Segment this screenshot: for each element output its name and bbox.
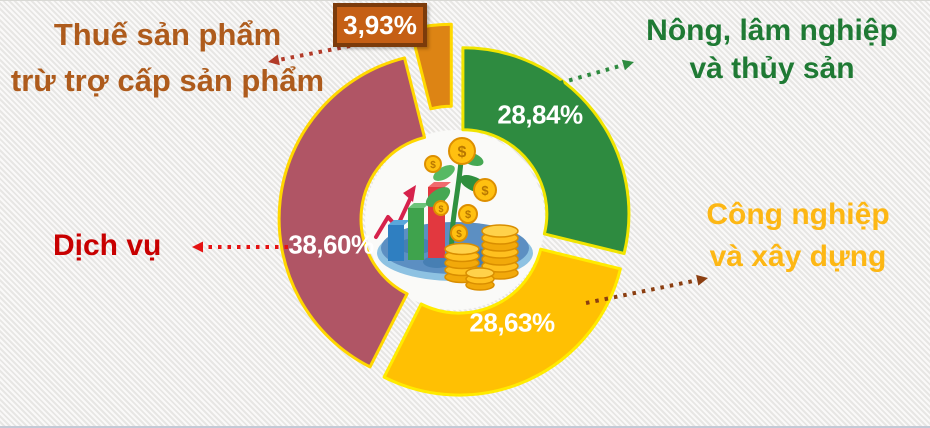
tax-sector-label-line1: Thuế sản phẩm (53, 17, 282, 52)
svg-text:$: $ (430, 160, 436, 171)
svg-text:$: $ (438, 204, 443, 214)
svg-text:$: $ (458, 144, 467, 161)
tax-sector-label: Thuế sản phẩm trừ trợ cấp sản phẩm (0, 12, 335, 104)
services-value-label: 38,60% (288, 229, 374, 260)
svg-text:$: $ (456, 229, 462, 240)
industry-sector-label-line2: và xây dựng (709, 240, 887, 273)
agriculture-value-label: 28,84% (497, 99, 583, 130)
svg-text:$: $ (465, 209, 471, 221)
industry-sector-label: Công nghiệp và xây dựng (658, 194, 930, 278)
agriculture-sector-label-line2: và thủy sản (689, 52, 855, 85)
coin-stack-icon (444, 224, 519, 291)
donut-segment-industry (382, 247, 622, 397)
services-callout-arrow (192, 241, 288, 253)
coin-icon: $ $ $ $ $ $ (424, 137, 497, 242)
tax-callout-arrow (268, 44, 351, 66)
svg-text:$: $ (481, 183, 489, 198)
donut-segment-agriculture (461, 46, 631, 255)
industry-sector-label-line1: Công nghiệp (706, 198, 890, 231)
agriculture-sector-label: Nông, lâm nghiệp và thủy sản (622, 12, 922, 88)
agriculture-sector-label-line1: Nông, lâm nghiệp (646, 14, 898, 47)
industry-value-label: 28,63% (469, 307, 555, 338)
tax-sector-label-line2: trừ trợ cấp sản phẩm (10, 63, 325, 98)
industry-callout-arrow (585, 274, 708, 305)
services-sector-label: Dịch vụ (53, 229, 162, 262)
agriculture-callout-arrow (559, 59, 634, 85)
tax-value-badge: 3,93% (333, 3, 427, 47)
money-growth-illustration: $ $ $ $ $ $ (374, 137, 533, 291)
donut-segment-services (277, 56, 426, 369)
